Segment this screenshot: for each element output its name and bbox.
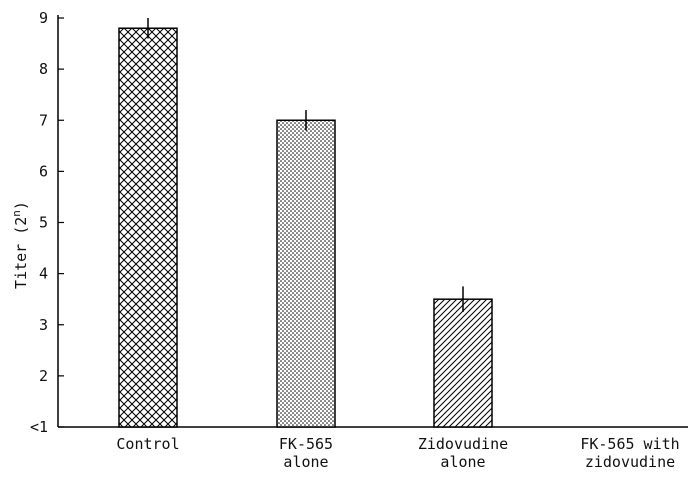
y-tick-label: 3 <box>39 316 48 334</box>
y-axis: <1 2 3 4 5 6 7 8 9 <box>30 9 64 436</box>
y-tick-label: 5 <box>39 214 48 232</box>
y-tick-label: 8 <box>39 60 48 78</box>
category-label: FK-565 alone <box>279 435 333 471</box>
bar <box>276 119 336 428</box>
y-tick-label: 7 <box>39 111 48 129</box>
y-tick-label: 4 <box>39 265 48 283</box>
category-label: FK-565 with zidovudine <box>580 435 679 471</box>
y-tick-label: 9 <box>39 9 48 27</box>
category-labels: Control FK-565 alone Zidovudine alone FK-565 … <box>116 435 679 471</box>
y-axis-label-superscript: n <box>10 210 23 217</box>
y-axis-label: Titer (2n) <box>10 201 30 289</box>
bars <box>118 18 493 428</box>
y-tick-label: <1 <box>30 418 48 436</box>
bar <box>433 298 493 428</box>
bar <box>118 27 178 428</box>
category-label: Control <box>116 435 179 453</box>
y-tick-label: 2 <box>39 367 48 385</box>
category-label: Zidovudine alone <box>418 435 508 471</box>
y-tick-label: 6 <box>39 162 48 180</box>
